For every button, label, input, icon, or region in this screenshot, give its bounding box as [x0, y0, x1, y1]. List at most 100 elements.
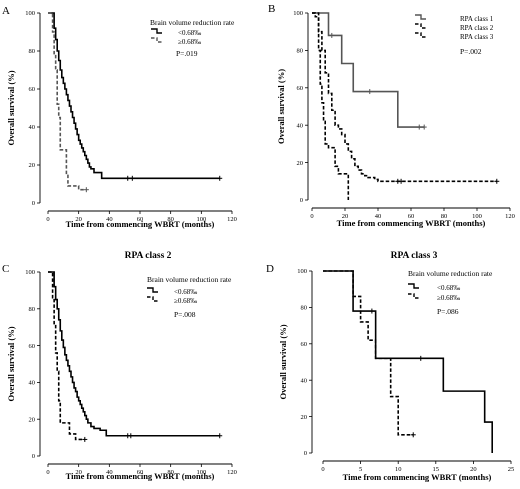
x-tick-label: 80 [441, 213, 448, 220]
panel-a: A Brain volume reduction rate <0.68‰ ≥0.… [2, 5, 237, 229]
x-tick-label: 10 [395, 466, 402, 473]
legend-key [147, 296, 158, 302]
y-tick-label: 20 [29, 162, 36, 169]
legend-label: RPA class 3 [460, 33, 494, 41]
x-tick-label: 100 [472, 213, 482, 220]
legend-label: ≥0.68‰ [437, 294, 460, 302]
legend-title: Brain volume reduction rate [150, 18, 235, 27]
survival-curve [48, 12, 220, 180]
x-tick-label: 5 [359, 466, 362, 473]
x-tick-label: 20 [342, 213, 349, 220]
y-axis-label: Overall survival (%) [6, 70, 16, 145]
y-tick-label: 60 [297, 85, 304, 92]
x-tick-label: 40 [106, 469, 113, 476]
panel-letter: D [266, 263, 274, 275]
y-tick-label: 20 [297, 160, 304, 167]
x-tick-label: 80 [167, 216, 174, 223]
y-axis-label: Overall survival (%) [6, 326, 16, 401]
survival-curve [48, 12, 87, 191]
x-tick-label: 120 [227, 469, 237, 476]
x-tick-label: 20 [470, 466, 477, 473]
y-tick-label: 80 [297, 48, 304, 55]
panel-d: D RPA class 3 Brain volume reduction rat… [266, 251, 514, 482]
y-tick-label: 100 [293, 10, 303, 17]
x-axis-label: Time from commencing WBRT (months) [66, 219, 215, 229]
x-tick-label: 0 [46, 469, 49, 476]
x-tick-label: 60 [137, 469, 144, 476]
legend-label: ≥0.68‰ [178, 38, 201, 46]
panel-c: C RPA class 2 Brain volume reduction rat… [2, 251, 237, 481]
x-tick-label: 80 [167, 469, 174, 476]
y-tick-label: 100 [297, 268, 307, 275]
y-tick-label: 40 [297, 122, 304, 129]
y-tick-label: 0 [300, 197, 303, 204]
y-tick-label: 40 [301, 377, 308, 384]
legend-key [408, 283, 419, 289]
legend-key [415, 14, 426, 20]
panel-b: B RPA class 1 RPA class 2 RPA class 3 P=… [268, 3, 515, 228]
legend-key [408, 293, 419, 299]
x-tick-label: 25 [508, 466, 515, 473]
x-tick-label: 0 [46, 216, 49, 223]
legend-title: Brain volume reduction rate [147, 275, 232, 284]
x-tick-label: 15 [433, 466, 440, 473]
survival-curve [312, 12, 350, 200]
y-tick-label: 20 [29, 416, 36, 423]
y-tick-label: 20 [301, 414, 308, 421]
p-value: P=.002 [460, 47, 482, 56]
x-tick-label: 40 [106, 216, 113, 223]
legend-label: <0.68‰ [437, 284, 460, 292]
legend-key [151, 28, 162, 34]
y-tick-label: 0 [32, 453, 35, 460]
legend-title: Brain volume reduction rate [408, 269, 493, 278]
x-tick-label: 40 [375, 213, 382, 220]
y-tick-label: 100 [25, 10, 35, 17]
y-axis-label: Overall survival (%) [278, 324, 288, 399]
legend-key [151, 37, 162, 43]
y-tick-label: 80 [301, 305, 308, 312]
y-tick-label: 80 [29, 306, 36, 313]
y-tick-label: 60 [29, 343, 36, 350]
legend-key [415, 32, 426, 38]
y-tick-label: 100 [25, 269, 35, 276]
p-value: P=.008 [174, 310, 196, 319]
panel-title: RPA class 3 [391, 251, 438, 261]
panel-letter: A [2, 5, 10, 17]
legend-key [147, 287, 158, 293]
x-tick-label: 60 [137, 216, 144, 223]
x-tick-label: 120 [227, 216, 237, 223]
panel-title: RPA class 2 [125, 251, 172, 261]
y-axis-label: Overall survival (%) [276, 69, 286, 144]
x-tick-label: 20 [75, 216, 82, 223]
y-tick-label: 60 [301, 341, 308, 348]
x-tick-label: 100 [196, 216, 206, 223]
x-axis-label: Time from commencing WBRT (months) [66, 471, 215, 481]
y-tick-label: 80 [29, 48, 36, 55]
survival-curve [323, 270, 414, 436]
x-tick-label: 60 [408, 213, 415, 220]
legend-label: ≥0.68‰ [174, 297, 197, 305]
legend-label: RPA class 1 [460, 15, 494, 23]
legend-label: <0.68‰ [174, 288, 197, 296]
x-tick-label: 0 [310, 213, 313, 220]
y-tick-label: 0 [304, 450, 307, 457]
y-tick-label: 40 [29, 124, 36, 131]
survival-curve [48, 271, 220, 437]
survival-curve [312, 12, 425, 128]
panel-letter: B [268, 3, 275, 15]
legend-label: RPA class 2 [460, 24, 494, 32]
x-tick-label: 120 [505, 213, 515, 220]
x-tick-label: 0 [321, 466, 324, 473]
x-axis-label: Time from commencing WBRT (months) [337, 218, 486, 228]
legend-key [415, 23, 426, 29]
survival-curve [48, 271, 85, 441]
survival-curve [312, 12, 497, 183]
panel-letter: C [2, 263, 9, 275]
x-tick-label: 100 [196, 469, 206, 476]
legend-label: <0.68‰ [178, 29, 201, 37]
x-tick-label: 20 [75, 469, 82, 476]
p-value: P=.086 [437, 307, 459, 316]
p-value: P=.019 [176, 49, 198, 58]
x-axis-label: Time from commencing WBRT (months) [343, 472, 492, 482]
